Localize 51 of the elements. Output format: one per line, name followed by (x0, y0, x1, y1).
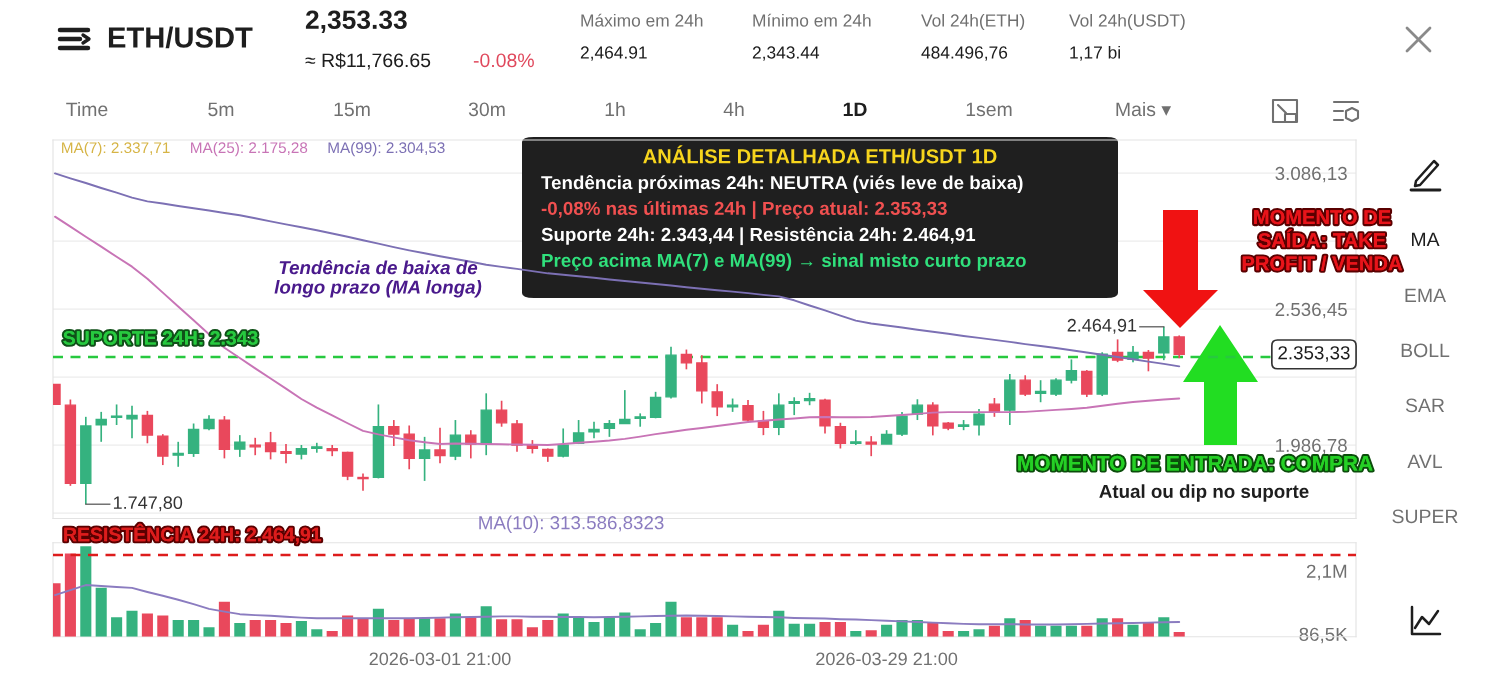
text: SUPER (1392, 509, 1458, 524)
text: Máximo em 24h (581, 13, 703, 27)
text: Vol 24h(ETH) (921, 13, 1025, 31)
annotation: 1.747,80 (113, 496, 183, 512)
annotation: Tendência próximas 24h: NEUTRA (viés leve de baixa) (541, 175, 1023, 193)
annotation: Suporte 24h: 2.343,44 | Resistência 24h: 2.464,91 (541, 226, 976, 246)
text: 30m (468, 102, 505, 117)
text: 484.496,76 (921, 46, 1008, 61)
text: MOMENTO DE SAÍDA: TAKE PROFIT / VENDA (1242, 209, 1403, 271)
annotation: Preço acima MA(7) e MA(99) → sinal misto curto prazo (542, 253, 1026, 271)
text: EMA (1405, 288, 1447, 303)
x-tick-label: 2026-03-29 21:00 (816, 652, 958, 666)
annotation: MOMENTO DE ENTRADA: COMPRA (1018, 455, 1373, 471)
text: 2,343.44 (752, 46, 820, 61)
text: 1sem (966, 102, 1012, 117)
text: SAR (1405, 398, 1445, 413)
text: Mínimo em 24h (753, 13, 871, 27)
text: 2,464.91 (580, 46, 647, 61)
text: Vol 24h(USDT) (1069, 13, 1185, 31)
y-tick-label: 86,5K (1299, 627, 1348, 644)
text: MA(10): 313.586,8323 (479, 515, 664, 534)
text: 15m (334, 102, 370, 117)
text: BOLL (1401, 343, 1450, 358)
annotation: 2.464,91 (1067, 318, 1137, 334)
annotation: Atual ou dip no suporte (1099, 484, 1309, 502)
text: MA(99): 2.304,53 (328, 141, 445, 157)
y-tick-label: 3.086,13 (1275, 166, 1347, 183)
chart-subtitle: 2,353.33 (305, 10, 407, 33)
text: 1h (605, 101, 625, 117)
annotation: RESISTÊNCIA 24H: 2.464,91 (64, 523, 322, 545)
text: 1D (843, 102, 867, 117)
y-tick-label: 2.536,45 (1275, 302, 1347, 319)
text: ≈ R$11,766.65 (305, 52, 431, 70)
text: 4h (723, 101, 744, 117)
annotation: 2.353,33 (1278, 346, 1350, 362)
annotation: ANÁLISE DETALHADA ETH/USDT 1D (643, 145, 997, 164)
legend-label: MA(7): 2.337,71 (62, 141, 170, 157)
x-tick-label: 2026-03-01 21:00 (369, 652, 511, 666)
y-tick-label: 1.986,78 (1276, 438, 1347, 455)
annotation: -0,08% nas últimas 24h | Preço atual: 2.353,33 (541, 201, 947, 219)
text: 5m (208, 102, 234, 117)
y-tick-label: 2,1M (1306, 564, 1347, 581)
text: MA (1412, 232, 1440, 247)
annotation: Tendência de baixa de longo prazo (MA longa) (274, 260, 482, 298)
text: Mais ▾ (1116, 101, 1172, 117)
text: AVL (1407, 454, 1443, 469)
text: Time (66, 101, 108, 117)
text: MA(25): 2.175,28 (191, 141, 308, 157)
chart-title: ETH/USDT (108, 26, 253, 49)
text: -0.08% (473, 53, 534, 68)
text: 1,17 bi (1070, 45, 1120, 61)
